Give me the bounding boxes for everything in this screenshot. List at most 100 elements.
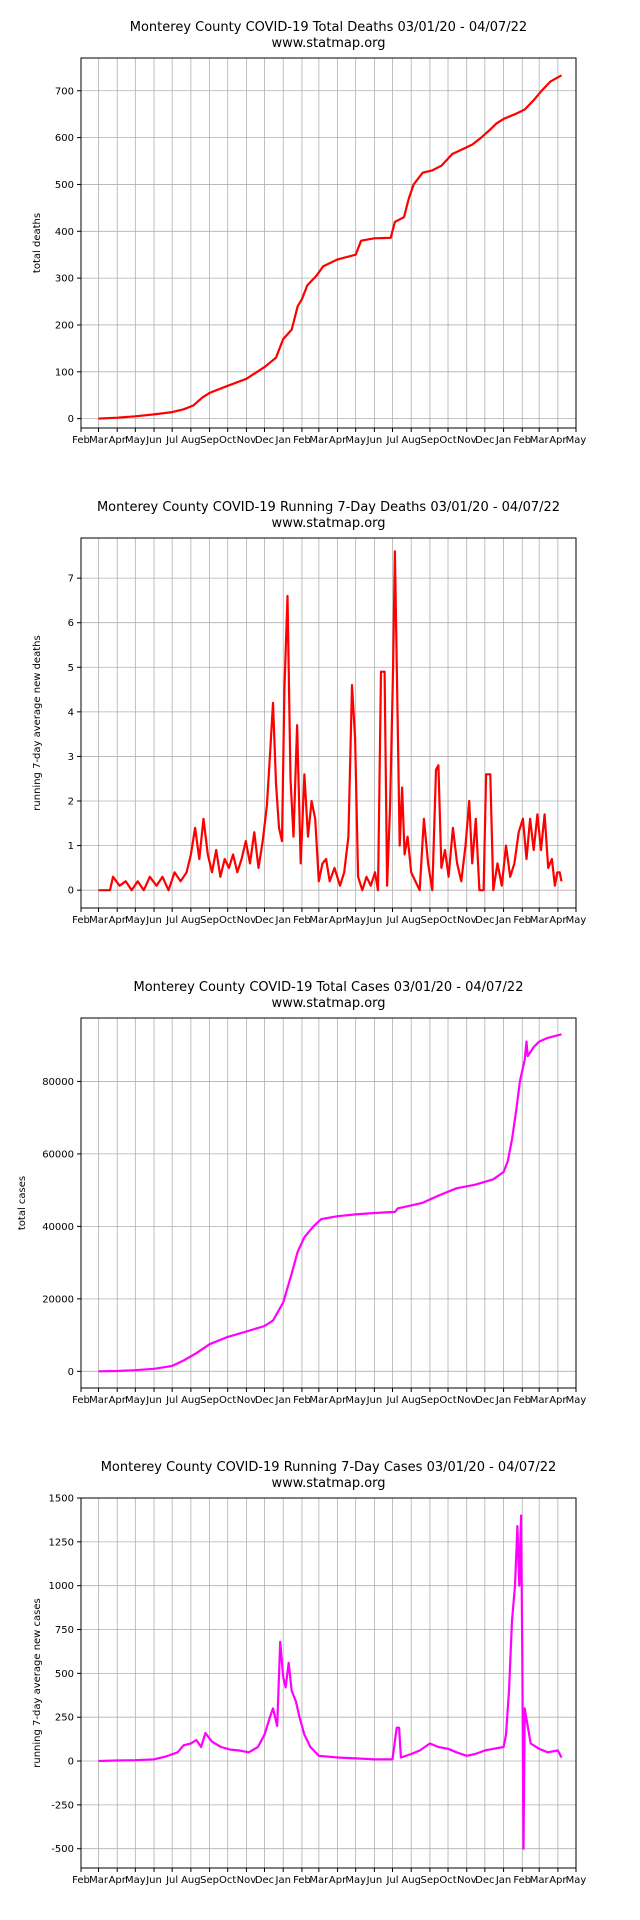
x-tick-label: Jul	[385, 1395, 398, 1406]
chart-title: Monterey County COVID-19 Running 7-Day C…	[101, 1460, 557, 1475]
x-tick-label: Mar	[530, 1875, 550, 1886]
x-tick-label: Aug	[401, 435, 421, 446]
x-tick-label: Jul	[165, 1395, 178, 1406]
x-tick-label: Jan	[495, 1875, 511, 1886]
x-tick-label: May	[125, 1395, 146, 1406]
y-tick-label: 3	[68, 752, 74, 763]
chart-title: Monterey County COVID-19 Running 7-Day D…	[97, 500, 560, 515]
y-tick-label: 1000	[49, 1581, 74, 1592]
plot-frame	[80, 537, 577, 909]
x-tick-label: Feb	[293, 435, 311, 446]
chart-panel-1: Monterey County COVID-19 Total Deaths 03…	[32, 20, 586, 446]
x-tick-label: Aug	[401, 1395, 421, 1406]
x-tick-label: May	[125, 435, 146, 446]
x-tick-label: Dec	[475, 1395, 494, 1406]
x-tick-label: Oct	[439, 1875, 456, 1886]
y-tick-label: 200	[55, 320, 74, 331]
x-tick-label: May	[345, 1875, 366, 1886]
x-tick-label: Mar	[309, 435, 329, 446]
y-axis-label: running 7-day average new cases	[32, 1598, 43, 1767]
y-tick-label: 1500	[49, 1494, 74, 1505]
x-tick-label: Sep	[200, 915, 219, 926]
x-tick-label: Jan	[275, 915, 291, 926]
x-tick-label: Apr	[109, 1875, 127, 1886]
x-tick-label: Aug	[181, 915, 201, 926]
x-tick-label: Jun	[145, 1875, 162, 1886]
x-tick-label: Feb	[513, 915, 531, 926]
x-tick-label: Jun	[145, 435, 162, 446]
x-tick-label: Apr	[109, 1395, 127, 1406]
y-tick-label: -250	[51, 1800, 74, 1811]
x-tick-label: Apr	[329, 915, 347, 926]
x-tick-label: Oct	[219, 1875, 236, 1886]
x-tick-label: Sep	[420, 1875, 439, 1886]
x-tick-label: Aug	[401, 1875, 421, 1886]
x-tick-label: May	[345, 915, 366, 926]
x-tick-label: Aug	[181, 435, 201, 446]
x-tick-label: Jun	[145, 1395, 162, 1406]
x-tick-label: Nov	[457, 915, 477, 926]
x-tick-label: May	[345, 1395, 366, 1406]
plot-frame	[80, 1497, 577, 1869]
y-tick-label: 500	[55, 180, 74, 191]
y-axis-label: total deaths	[32, 213, 43, 273]
x-tick-label: Feb	[293, 915, 311, 926]
plot-frame	[80, 57, 577, 429]
x-tick-label: Apr	[329, 1395, 347, 1406]
x-tick-label: Apr	[329, 435, 347, 446]
x-tick-label: Feb	[513, 1395, 531, 1406]
x-tick-label: Apr	[549, 1395, 567, 1406]
x-tick-label: Dec	[255, 435, 274, 446]
x-tick-label: May	[125, 915, 146, 926]
x-tick-label: Oct	[439, 435, 456, 446]
x-tick-label: Oct	[219, 1395, 236, 1406]
y-tick-label: 0	[68, 414, 74, 425]
y-tick-label: -500	[51, 1844, 74, 1855]
x-tick-label: Jun	[366, 915, 383, 926]
chart-subtitle: www.statmap.org	[271, 996, 385, 1011]
y-tick-label: 5	[68, 663, 74, 674]
plot-frame	[80, 1017, 577, 1389]
y-tick-label: 4	[68, 707, 74, 718]
x-tick-label: Mar	[89, 1395, 109, 1406]
x-tick-label: Feb	[72, 435, 90, 446]
chart-subtitle: www.statmap.org	[271, 36, 385, 51]
y-tick-label: 60000	[42, 1149, 74, 1160]
series-line	[98, 74, 563, 420]
x-tick-label: Jul	[165, 1875, 178, 1886]
x-tick-label: Mar	[530, 915, 550, 926]
x-tick-label: Nov	[457, 435, 477, 446]
x-tick-label: Apr	[109, 915, 127, 926]
x-tick-label: Jun	[145, 915, 162, 926]
y-tick-label: 750	[55, 1625, 74, 1636]
chart-subtitle: www.statmap.org	[271, 1476, 385, 1491]
x-tick-label: Apr	[549, 435, 567, 446]
x-tick-label: Oct	[439, 915, 456, 926]
y-tick-label: 300	[55, 274, 74, 285]
x-tick-label: Jul	[165, 915, 178, 926]
x-tick-label: Nov	[237, 435, 257, 446]
x-tick-label: Feb	[72, 915, 90, 926]
x-tick-label: Apr	[549, 915, 567, 926]
y-tick-label: 0	[68, 886, 74, 897]
x-tick-label: May	[566, 1395, 587, 1406]
x-tick-label: Dec	[475, 435, 494, 446]
y-tick-label: 40000	[42, 1222, 74, 1233]
series-line	[98, 550, 563, 892]
y-tick-label: 100	[55, 367, 74, 378]
x-tick-label: Nov	[457, 1875, 477, 1886]
x-tick-label: Sep	[200, 1875, 219, 1886]
chart-subtitle: www.statmap.org	[271, 516, 385, 531]
x-tick-label: Aug	[181, 1875, 201, 1886]
y-tick-label: 500	[55, 1669, 74, 1680]
y-tick-label: 80000	[42, 1077, 74, 1088]
x-tick-label: Dec	[255, 915, 274, 926]
x-tick-label: May	[566, 915, 587, 926]
x-tick-label: Nov	[237, 1395, 257, 1406]
x-tick-label: Dec	[475, 915, 494, 926]
x-tick-label: Aug	[401, 915, 421, 926]
x-tick-label: Apr	[549, 1875, 567, 1886]
y-tick-label: 2	[68, 797, 74, 808]
x-tick-label: Oct	[219, 435, 236, 446]
